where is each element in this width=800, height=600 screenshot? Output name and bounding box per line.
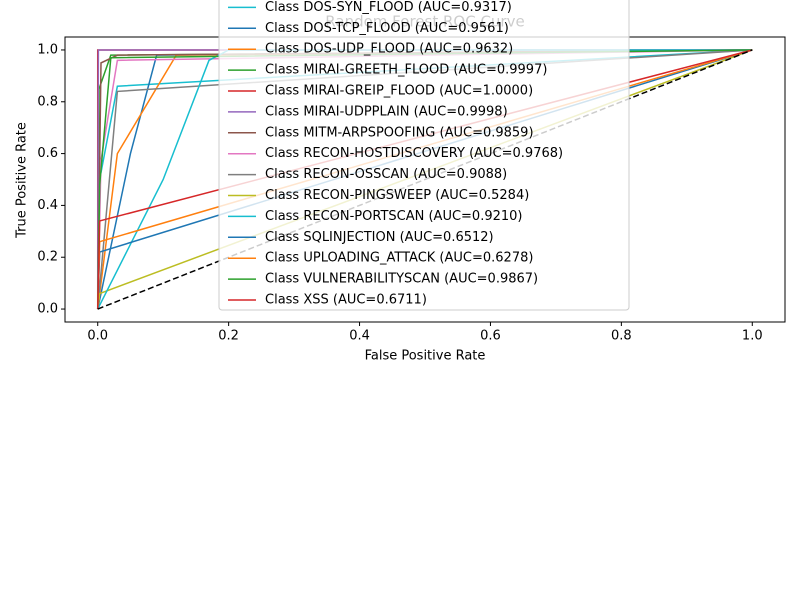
y-tick-label: 0.8	[37, 94, 58, 109]
legend-label: Class SQLINJECTION (AUC=0.6512)	[265, 230, 494, 245]
x-tick-label: 1.0	[742, 329, 763, 344]
legend-label: Class MIRAI-GREETH_FLOOD (AUC=0.9997)	[265, 63, 547, 78]
legend-label: Class DOS-UDP_FLOOD (AUC=0.9632)	[265, 42, 513, 57]
x-tick-label: 0.2	[218, 329, 239, 344]
legend-label: Class VULNERABILITYSCAN (AUC=0.9867)	[265, 272, 538, 287]
x-tick-label: 0.4	[349, 329, 370, 344]
x-tick-label: 0.8	[611, 329, 632, 344]
y-tick-label: 0.6	[37, 146, 58, 161]
y-tick-label: 0.0	[37, 302, 58, 317]
y-tick-label: 0.4	[37, 198, 58, 213]
legend-label: Class RECON-PINGSWEEP (AUC=0.5284)	[265, 188, 529, 203]
legend-label: Class DOS-TCP_FLOOD (AUC=0.9561)	[265, 21, 509, 36]
legend-label: Class MIRAI-GREIP_FLOOD (AUC=1.0000)	[265, 84, 533, 99]
legend-label: Class MITM-ARPSPOOFING (AUC=0.9859)	[265, 125, 534, 140]
legend-label: Class MIRAI-UDPPLAIN (AUC=0.9998)	[265, 104, 508, 119]
y-axis-label: True Positive Rate	[15, 122, 30, 239]
x-axis-label: False Positive Rate	[365, 349, 486, 364]
x-tick-label: 0.0	[87, 329, 108, 344]
legend-label: Class XSS (AUC=0.6711)	[265, 293, 427, 308]
legend-label: Class UPLOADING_ATTACK (AUC=0.6278)	[265, 251, 533, 266]
legend-label: Class DOS-SYN_FLOOD (AUC=0.9317)	[265, 0, 512, 15]
legend-label: Class RECON-OSSCAN (AUC=0.9088)	[265, 167, 507, 182]
legend-label: Class RECON-HOSTDISCOVERY (AUC=0.9768)	[265, 146, 563, 161]
legend-label: Class RECON-PORTSCAN (AUC=0.9210)	[265, 209, 523, 224]
x-tick-label: 0.6	[480, 329, 501, 344]
y-tick-label: 0.2	[37, 250, 58, 265]
legend-box	[218, 0, 630, 311]
y-tick-label: 1.0	[37, 42, 58, 57]
